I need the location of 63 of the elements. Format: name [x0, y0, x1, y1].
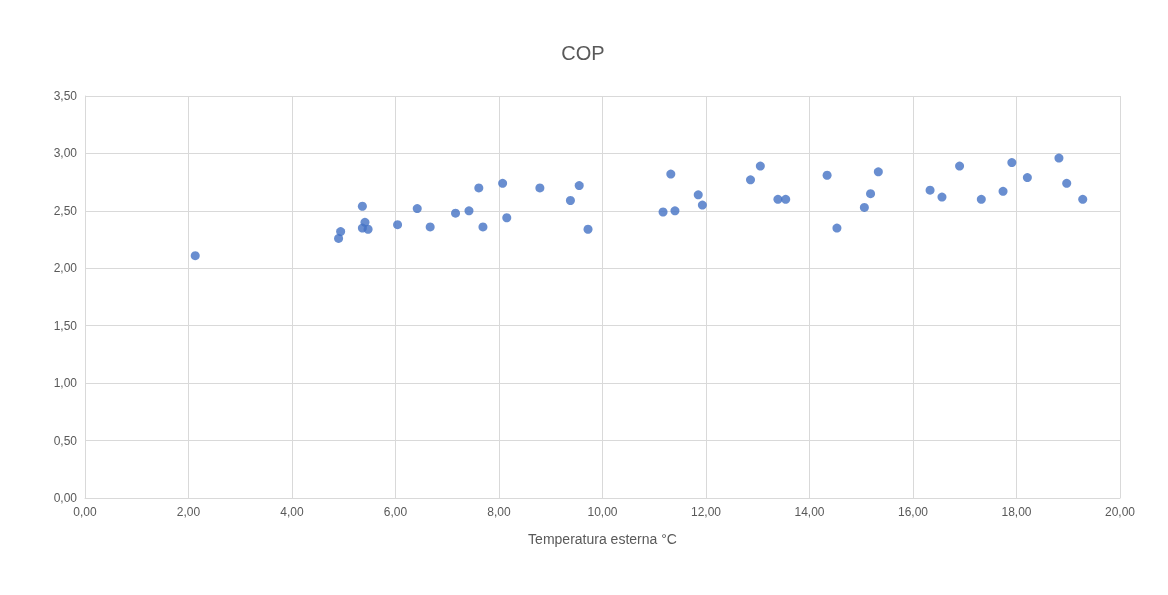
y-tick-label: 2,00 [53, 261, 78, 276]
point [859, 202, 869, 212]
point [1022, 173, 1032, 183]
point [693, 190, 703, 200]
y-tick-label: 3,00 [53, 146, 78, 161]
point [1078, 194, 1088, 204]
point [535, 183, 545, 193]
point [502, 213, 512, 223]
point [670, 206, 680, 216]
x-tick-label: 0,00 [73, 505, 97, 519]
point [1062, 178, 1072, 188]
point [755, 161, 765, 171]
x-tick-label: 18,00 [1001, 505, 1032, 519]
point [976, 194, 986, 204]
y-tick-label: 3,50 [53, 89, 78, 103]
x-tick-label: 12,00 [690, 505, 722, 519]
point [1054, 153, 1064, 163]
point [565, 196, 575, 206]
point [190, 251, 200, 261]
point [832, 223, 842, 233]
point [937, 192, 947, 202]
point [334, 233, 344, 243]
chart-title: COP [561, 42, 605, 64]
point [451, 208, 461, 218]
x-tick-label: 10,00 [587, 505, 618, 519]
y-tick-label: 0,50 [53, 433, 78, 448]
point [781, 194, 791, 204]
point [574, 181, 584, 191]
x-tick-label: 16,00 [897, 505, 929, 519]
y-tick-label: 1,00 [53, 376, 78, 391]
x-tick-label: 2,00 [176, 505, 201, 519]
point [464, 206, 474, 216]
point [658, 207, 668, 217]
y-tick-label: 0,00 [53, 491, 78, 505]
point [998, 186, 1008, 196]
y-tick-label: 1,50 [53, 318, 78, 333]
point [363, 224, 373, 234]
x-tick-label: 20,00 [1104, 505, 1136, 519]
point [746, 175, 756, 185]
point [357, 201, 367, 211]
x-tick-label: 6,00 [383, 505, 408, 519]
point [474, 183, 484, 193]
y-tick-label: 2,50 [53, 203, 78, 218]
x-tick-label: 8,00 [487, 505, 511, 519]
point [822, 170, 832, 180]
point [866, 189, 876, 199]
point [666, 169, 676, 179]
point [393, 220, 403, 230]
point [336, 227, 346, 237]
point [412, 204, 422, 214]
point [498, 178, 508, 188]
point [873, 167, 883, 177]
point [478, 222, 488, 232]
x-axis-title: Temperatura esterna °C [528, 531, 677, 547]
point [955, 161, 965, 171]
point [773, 194, 783, 204]
x-tick-label: 14,00 [794, 505, 825, 519]
point [1007, 158, 1017, 168]
point [425, 222, 435, 232]
point [583, 224, 593, 234]
x-tick-label: 4,00 [280, 505, 304, 519]
point [925, 185, 935, 195]
point [697, 200, 707, 210]
